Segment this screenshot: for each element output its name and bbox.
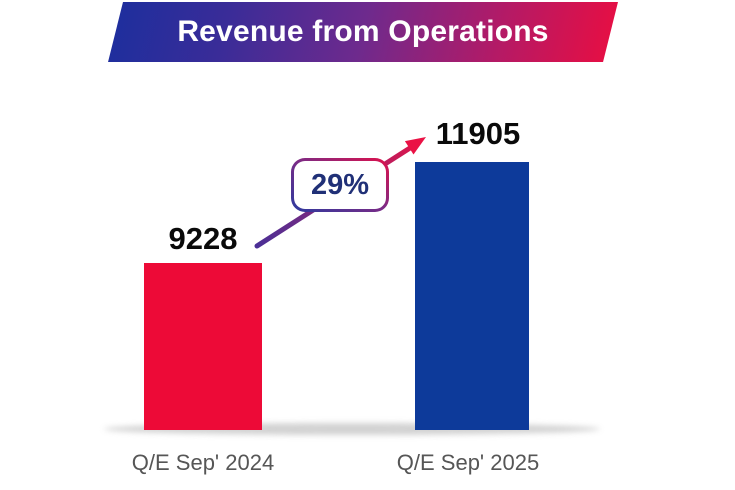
bar-q2024	[144, 263, 262, 430]
value-label-q2024: 9228	[168, 221, 238, 256]
growth-badge: 29%	[291, 158, 389, 212]
growth-percent-label: 29%	[310, 168, 370, 201]
growth-badge-inner: 29%	[294, 161, 386, 209]
bar-q2025	[415, 162, 529, 430]
chart-title: Revenue from Operations	[177, 15, 549, 48]
value-label-q2025: 11905	[435, 116, 521, 151]
category-label-q2024: Q/E Sep' 2024	[131, 450, 275, 475]
category-label-q2025: Q/E Sep' 2025	[396, 450, 540, 475]
